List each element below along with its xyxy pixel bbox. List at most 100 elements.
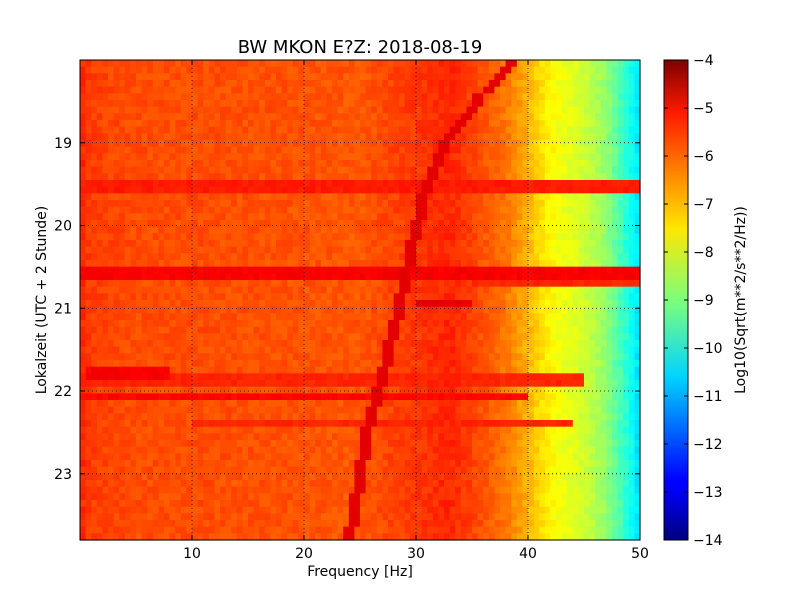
heatmap-cell xyxy=(376,353,383,361)
heatmap-cell xyxy=(113,206,120,214)
heatmap-cell xyxy=(617,266,624,274)
heatmap-cell xyxy=(365,333,372,341)
heatmap-cell xyxy=(253,266,260,274)
heatmap-cell xyxy=(292,240,299,248)
heatmap-cell xyxy=(326,386,333,394)
heatmap-cell xyxy=(460,66,467,74)
heatmap-cell xyxy=(130,346,137,354)
heatmap-cell xyxy=(320,206,327,214)
heatmap-cell xyxy=(208,280,215,288)
heatmap-cell xyxy=(522,140,529,148)
heatmap-cell xyxy=(80,293,87,301)
heatmap-cell xyxy=(589,133,596,141)
heatmap-cell xyxy=(382,133,389,141)
heatmap-cell xyxy=(80,246,87,254)
heatmap-cell xyxy=(427,86,434,94)
heatmap-cell xyxy=(556,340,563,348)
heatmap-cell xyxy=(158,246,165,254)
heatmap-cell xyxy=(623,186,630,194)
heatmap-cell xyxy=(511,326,518,334)
heatmap-cell xyxy=(488,73,495,81)
heatmap-cell xyxy=(365,166,372,174)
heatmap-cell xyxy=(556,333,563,341)
heatmap-cell xyxy=(236,306,243,314)
heatmap-cell xyxy=(192,313,199,321)
heatmap-cell xyxy=(91,386,98,394)
heatmap-cell xyxy=(130,353,137,361)
heatmap-cell xyxy=(102,80,109,88)
heatmap-cell xyxy=(360,180,367,188)
heatmap-cell xyxy=(119,193,126,201)
heatmap-cell xyxy=(102,186,109,194)
heatmap-cell xyxy=(516,160,523,168)
heatmap-cell xyxy=(460,360,467,368)
heatmap-cell xyxy=(220,213,227,221)
heatmap-cell xyxy=(589,120,596,128)
heatmap-cell xyxy=(455,266,462,274)
heatmap-cell xyxy=(192,333,199,341)
heatmap-cell xyxy=(264,340,271,348)
heatmap-cell xyxy=(315,300,322,308)
heatmap-cell xyxy=(136,253,143,261)
heatmap-cell xyxy=(281,246,288,254)
heatmap-cell xyxy=(186,213,193,221)
heatmap-cell xyxy=(612,346,619,354)
heatmap-cell xyxy=(337,333,344,341)
heatmap-cell xyxy=(124,220,131,228)
heatmap-cell xyxy=(337,186,344,194)
heatmap-cell xyxy=(175,380,182,388)
heatmap-cell xyxy=(332,320,339,328)
heatmap-cell xyxy=(113,233,120,241)
heatmap-cell xyxy=(298,193,305,201)
heatmap-cell xyxy=(572,93,579,101)
heatmap-cell xyxy=(136,220,143,228)
heatmap-cell xyxy=(432,266,439,274)
heatmap-cell xyxy=(259,60,266,68)
heatmap-cell xyxy=(259,260,266,268)
heatmap-cell xyxy=(242,80,249,88)
heatmap-cell xyxy=(259,386,266,394)
heatmap-cell xyxy=(617,380,624,388)
heatmap-cell xyxy=(231,100,238,108)
heatmap-cell xyxy=(298,293,305,301)
heatmap-cell xyxy=(343,293,350,301)
heatmap-cell xyxy=(259,353,266,361)
heatmap-cell xyxy=(186,386,193,394)
heatmap-cell xyxy=(304,306,311,314)
heatmap-cell xyxy=(208,326,215,334)
heatmap-cell xyxy=(147,246,154,254)
heatmap-cell xyxy=(578,66,585,74)
heatmap-cell xyxy=(612,146,619,154)
heatmap-cell xyxy=(292,326,299,334)
heatmap-cell xyxy=(175,66,182,74)
heatmap-cell xyxy=(460,86,467,94)
heatmap-cell xyxy=(147,313,154,321)
heatmap-cell xyxy=(169,233,176,241)
heatmap-cell xyxy=(180,333,187,341)
heatmap-cell xyxy=(113,293,120,301)
heatmap-cell xyxy=(589,126,596,134)
heatmap-cell xyxy=(253,386,260,394)
heatmap-cell xyxy=(292,86,299,94)
heatmap-cell xyxy=(326,286,333,294)
heatmap-cell xyxy=(494,380,501,388)
heatmap-cell xyxy=(360,213,367,221)
heatmap-cell xyxy=(500,373,507,381)
heatmap-cell xyxy=(208,233,215,241)
heatmap-cell xyxy=(214,113,221,121)
heatmap-cell xyxy=(164,373,171,381)
heatmap-cell xyxy=(304,326,311,334)
heatmap-cell xyxy=(539,293,546,301)
heatmap-cell xyxy=(634,353,641,361)
heatmap-cell xyxy=(382,173,389,181)
heatmap-cell xyxy=(130,240,137,248)
heatmap-cell xyxy=(528,186,535,194)
heatmap-cell xyxy=(220,93,227,101)
heatmap-cell xyxy=(80,260,87,268)
heatmap-cell xyxy=(220,186,227,194)
heatmap-cell xyxy=(488,66,495,74)
heatmap-cell xyxy=(298,333,305,341)
heatmap-cell xyxy=(225,160,232,168)
heatmap-cell xyxy=(119,106,126,114)
heatmap-cell xyxy=(175,353,182,361)
